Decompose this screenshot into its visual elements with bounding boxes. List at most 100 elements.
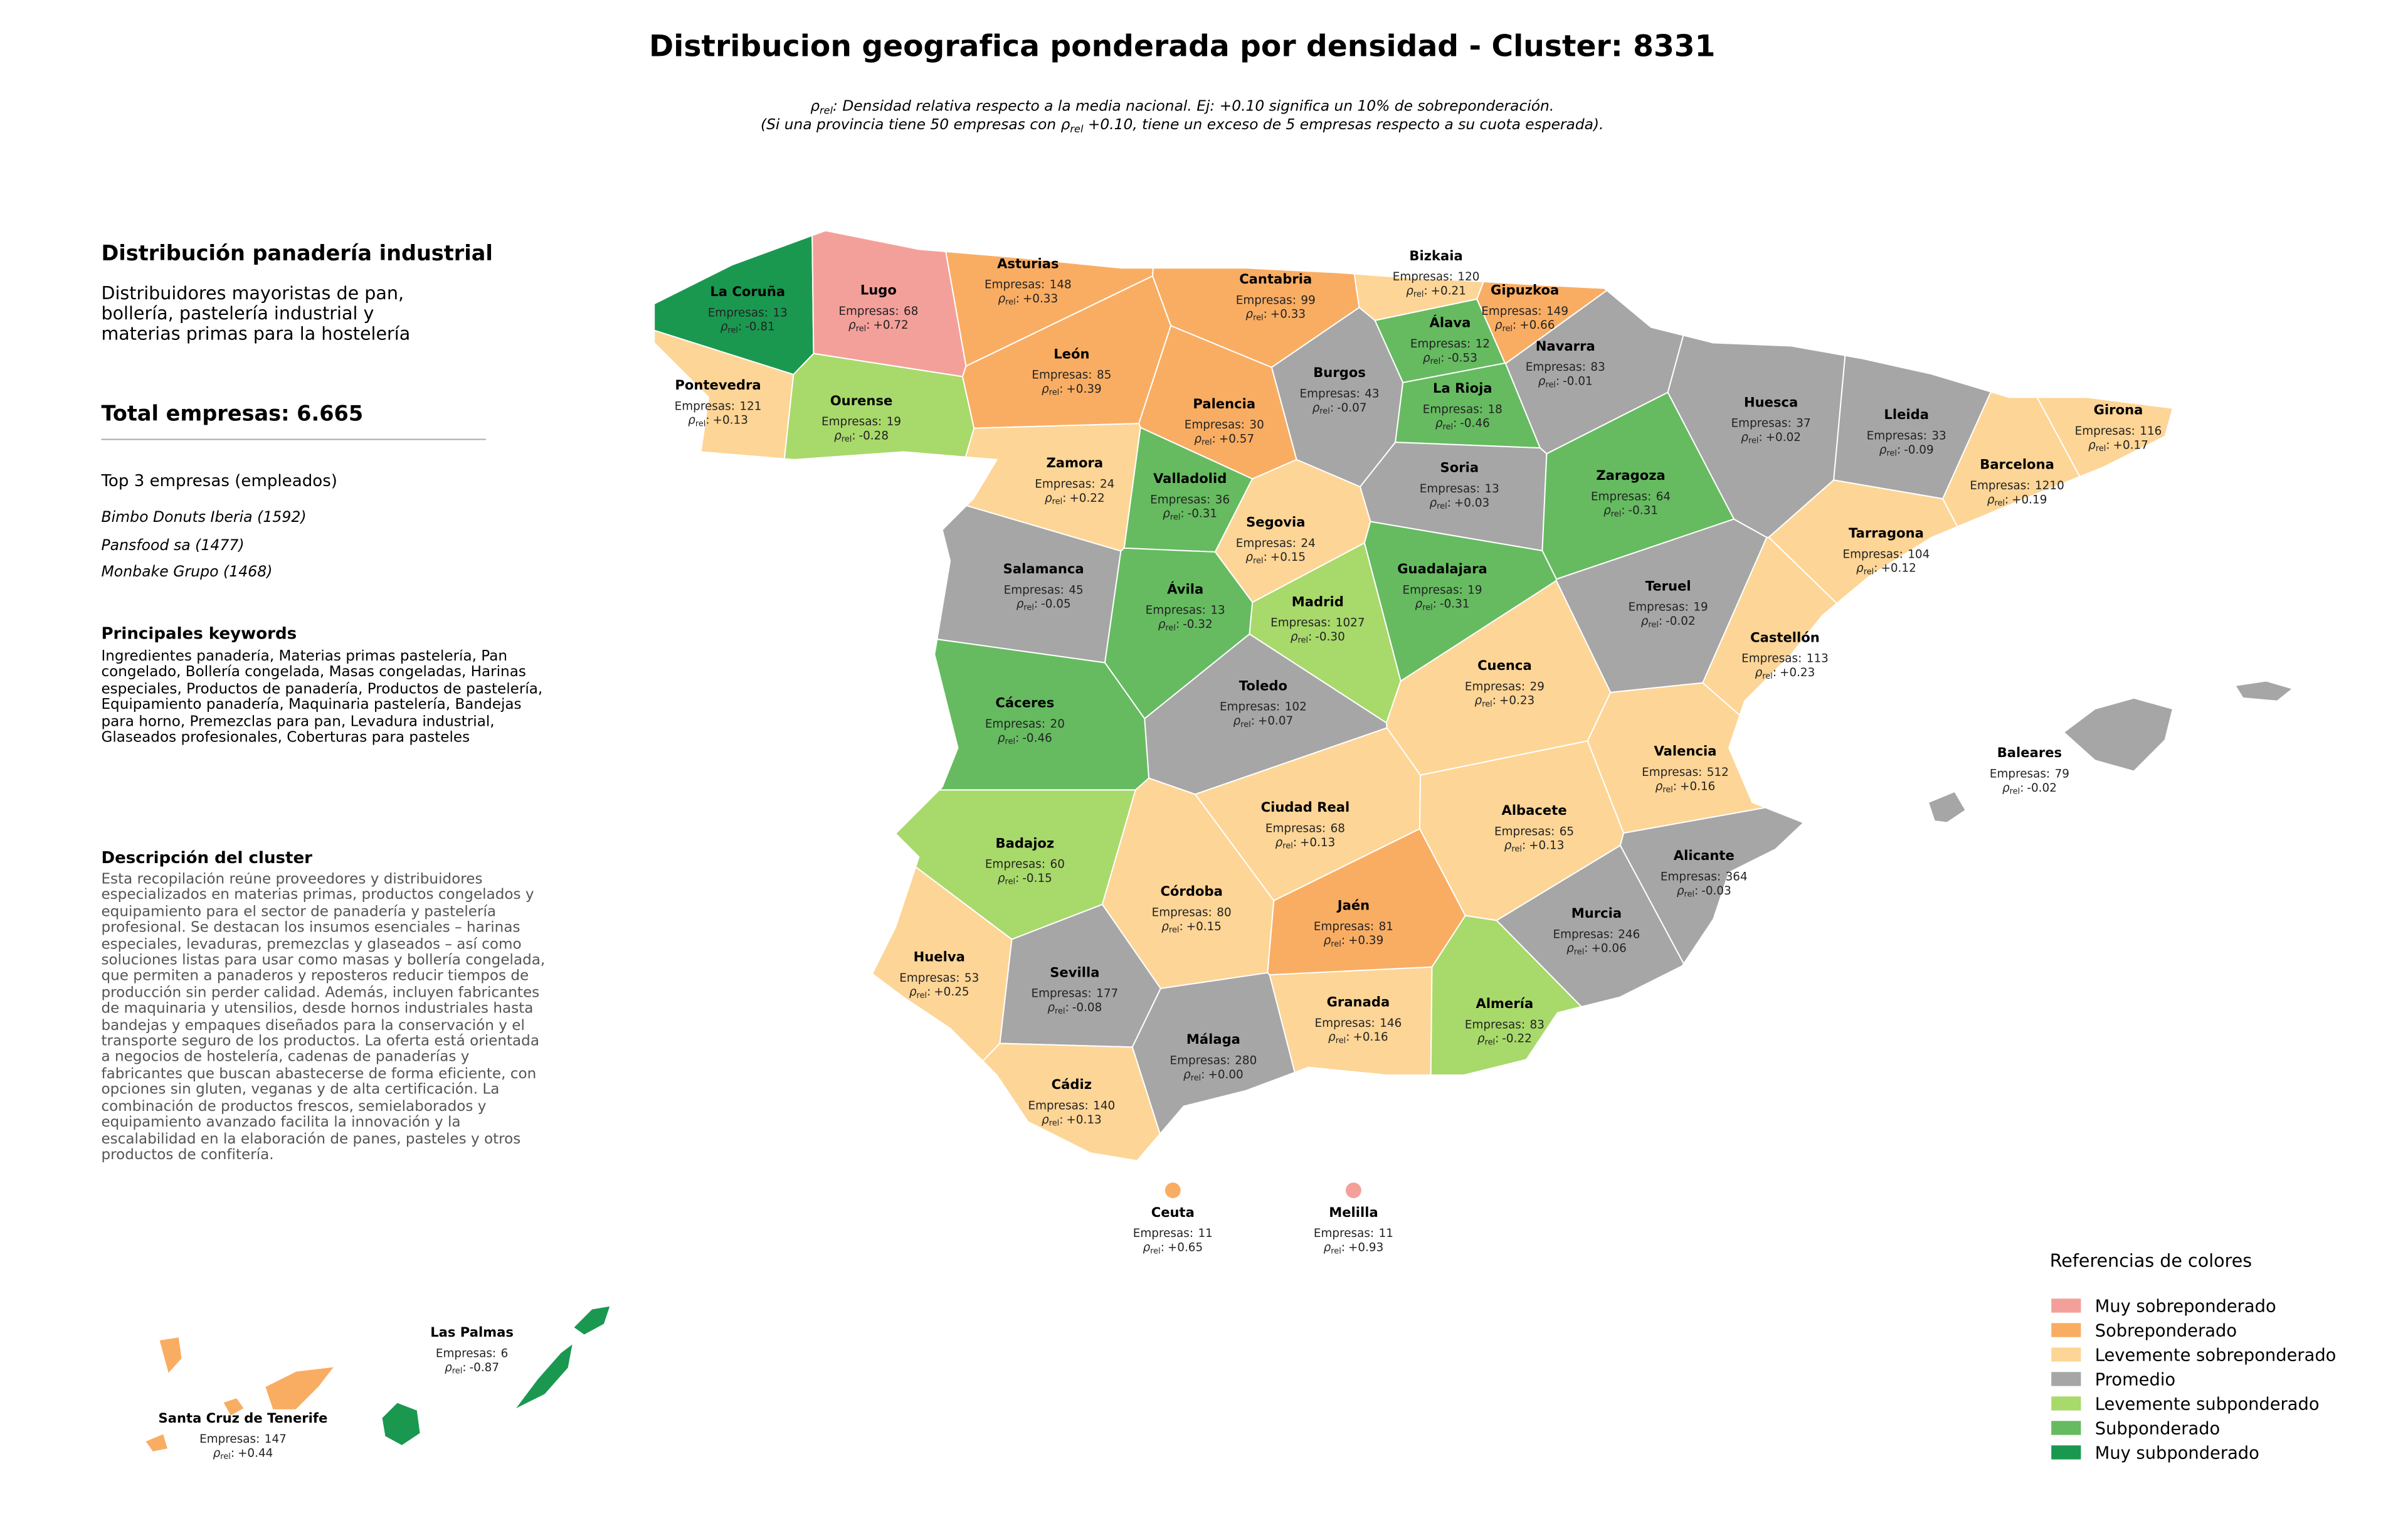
province-rho: ρrel: +0.06 — [1566, 942, 1627, 957]
count-label: Empresas: — [899, 972, 959, 985]
province-rho: ρrel: +0.13 — [1042, 1113, 1102, 1128]
rho-separator: : — [1059, 1113, 1063, 1127]
rho-separator: : — [1694, 884, 1698, 898]
province-shape — [1131, 972, 1296, 1135]
rho-value: -0.03 — [1701, 884, 1731, 898]
rho-value: +0.16 — [1353, 1031, 1388, 1044]
count-label: Empresas: — [1265, 822, 1326, 835]
rho-value: +0.65 — [1168, 1241, 1203, 1255]
rho-value: +0.13 — [1529, 839, 1564, 852]
rho-symbol: ρ — [1045, 492, 1052, 505]
rho-subscript: rel — [1298, 636, 1309, 645]
rho-symbol: ρ — [1017, 598, 1024, 611]
rho-separator: : — [1065, 1001, 1069, 1014]
count-value: 43 — [1365, 387, 1379, 400]
count-value: 36 — [1215, 493, 1230, 506]
legend-swatch — [2051, 1347, 2081, 1362]
rho-subscript: rel — [1331, 1246, 1341, 1256]
rho-subscript: rel — [1545, 380, 1556, 390]
rho-value: +0.19 — [2012, 493, 2047, 506]
province-count: Empresas: 18 — [1423, 403, 1502, 416]
province-count: Empresas: 37 — [1731, 417, 1811, 430]
count-label: Empresas: — [1150, 493, 1210, 506]
province-count: Empresas: 19 — [1629, 601, 1708, 614]
province-count: Empresas: 364 — [1661, 870, 1748, 883]
count-value: 64 — [1656, 490, 1671, 503]
province-name: Alicante — [1674, 847, 1735, 863]
count-label: Empresas: — [1741, 652, 1802, 666]
province-rho: ρrel: +0.15 — [1245, 551, 1306, 566]
rho-value: +0.13 — [1066, 1113, 1101, 1127]
rho-value: -0.46 — [1022, 731, 1052, 745]
count-value: 102 — [1285, 701, 1307, 714]
count-value: 20 — [1050, 718, 1065, 731]
rho-symbol: ρ — [810, 97, 820, 114]
rho-value: +0.15 — [1270, 551, 1306, 564]
rho-separator: : — [1492, 694, 1496, 708]
count-value: 146 — [1380, 1017, 1402, 1030]
rho-value: +0.16 — [1680, 780, 1715, 793]
legend-label: Muy sobreponderado — [2095, 1297, 2276, 1316]
count-value: 68 — [904, 305, 918, 318]
rho-symbol: ρ — [1603, 504, 1611, 517]
count-label: Empresas: — [199, 1433, 260, 1446]
count-label: Empresas: — [1393, 270, 1453, 284]
rho-symbol: ρ — [445, 1361, 452, 1374]
rho-separator: : — [1423, 284, 1427, 297]
province-rho: ρrel: +0.07 — [1233, 714, 1294, 730]
rho-symbol: ρ — [1477, 1032, 1485, 1046]
count-label: Empresas: — [1526, 361, 1586, 374]
description-box: Distribuidores mayoristas de pan, boller… — [101, 284, 411, 344]
rho-symbol: ρ — [1245, 308, 1253, 321]
province-count: Empresas: 149 — [1481, 305, 1568, 318]
rho-separator: : — [1897, 443, 1901, 457]
province-rho: ρrel: -0.81 — [721, 321, 775, 336]
rho-value: +0.12 — [1881, 562, 1916, 575]
rho-value: +0.23 — [1780, 666, 1815, 679]
province-name: Teruel — [1645, 578, 1691, 593]
rho-value: -0.02 — [1666, 615, 1696, 628]
rho-separator: : — [2005, 493, 2009, 506]
province-count: Empresas: 102 — [1220, 701, 1307, 714]
rho-subscript: rel — [1511, 844, 1522, 854]
rho-symbol: ρ — [1879, 443, 1887, 457]
count-value: 80 — [1217, 906, 1231, 920]
rho-value: +0.57 — [1219, 432, 1254, 445]
rho-subscript: rel — [2096, 444, 2106, 454]
count-value: 1210 — [2035, 479, 2064, 492]
count-label: Empresas: — [1970, 479, 2030, 492]
rho-subscript: rel — [1191, 1074, 1201, 1083]
rho-symbol: ρ — [1656, 780, 1663, 793]
rho-separator: : — [1161, 1241, 1164, 1255]
count-label: Empresas: — [1315, 1017, 1375, 1030]
rho-value: +0.15 — [1186, 920, 1222, 933]
rho-symbol: ρ — [1324, 1241, 1331, 1255]
province-count: Empresas: 177 — [1031, 987, 1118, 1000]
count-value: 120 — [1457, 270, 1479, 284]
rho-symbol: ρ — [1163, 507, 1170, 521]
rho-subscript: rel — [856, 324, 867, 334]
province-count: Empresas: 120 — [1393, 270, 1480, 284]
rho-separator: : — [1264, 551, 1267, 564]
province-shape — [222, 1397, 245, 1417]
rho-separator: : — [1584, 942, 1588, 955]
province-rho: ρrel: -0.02 — [1641, 615, 1696, 630]
description: Distribuidores mayoristas de pan, boller… — [101, 284, 411, 344]
province-name: Navarra — [1536, 338, 1595, 354]
rho-separator: : — [1522, 839, 1526, 852]
province-rho: ρrel: +0.25 — [909, 985, 969, 1000]
province-name: Bizkaia — [1409, 248, 1462, 263]
province-rho: ρrel: +0.23 — [1475, 694, 1535, 709]
count-label: Empresas: — [1731, 417, 1792, 430]
rho-subscript: rel — [1748, 437, 1759, 446]
rho-value: -0.01 — [1563, 375, 1593, 388]
province-name: La Rioja — [1433, 380, 1492, 396]
province-name: Pontevedra — [675, 377, 761, 393]
count-value: 99 — [1301, 294, 1315, 307]
rho-value: +0.13 — [1300, 836, 1335, 849]
rho-subscript: rel — [1319, 407, 1330, 416]
rho-separator: : — [1176, 618, 1180, 631]
count-value: 33 — [1931, 429, 1946, 442]
rho-subscript: rel — [842, 435, 852, 444]
